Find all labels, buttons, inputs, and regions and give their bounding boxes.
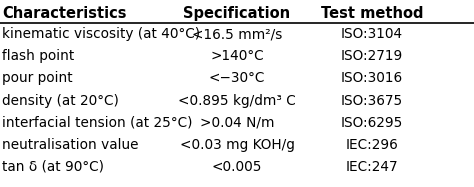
Text: Characteristics: Characteristics: [2, 6, 127, 21]
Text: tan δ (at 90°C): tan δ (at 90°C): [2, 160, 104, 174]
Text: ISO:3675: ISO:3675: [341, 94, 403, 108]
Text: <0.895 kg/dm³ C: <0.895 kg/dm³ C: [178, 94, 296, 108]
Text: ISO:6295: ISO:6295: [341, 116, 403, 130]
Text: interfacial tension (at 25°C): interfacial tension (at 25°C): [2, 116, 193, 130]
Text: ISO:2719: ISO:2719: [341, 49, 403, 63]
Text: <−30°C: <−30°C: [209, 71, 265, 85]
Text: kinematic viscosity (at 40°C): kinematic viscosity (at 40°C): [2, 27, 201, 41]
Text: >140°C: >140°C: [210, 49, 264, 63]
Text: <0.03 mg KOH/g: <0.03 mg KOH/g: [180, 138, 294, 152]
Text: neutralisation value: neutralisation value: [2, 138, 139, 152]
Text: Specification: Specification: [183, 6, 291, 21]
Text: IEC:296: IEC:296: [346, 138, 399, 152]
Text: density (at 20°C): density (at 20°C): [2, 94, 119, 108]
Text: IEC:247: IEC:247: [346, 160, 399, 174]
Text: ISO:3016: ISO:3016: [341, 71, 403, 85]
Text: Test method: Test method: [321, 6, 423, 21]
Text: <16.5 mm²/s: <16.5 mm²/s: [192, 27, 282, 41]
Text: pour point: pour point: [2, 71, 73, 85]
Text: flash point: flash point: [2, 49, 74, 63]
Text: >0.04 N/m: >0.04 N/m: [200, 116, 274, 130]
Text: <0.005: <0.005: [212, 160, 262, 174]
Text: ISO:3104: ISO:3104: [341, 27, 403, 41]
